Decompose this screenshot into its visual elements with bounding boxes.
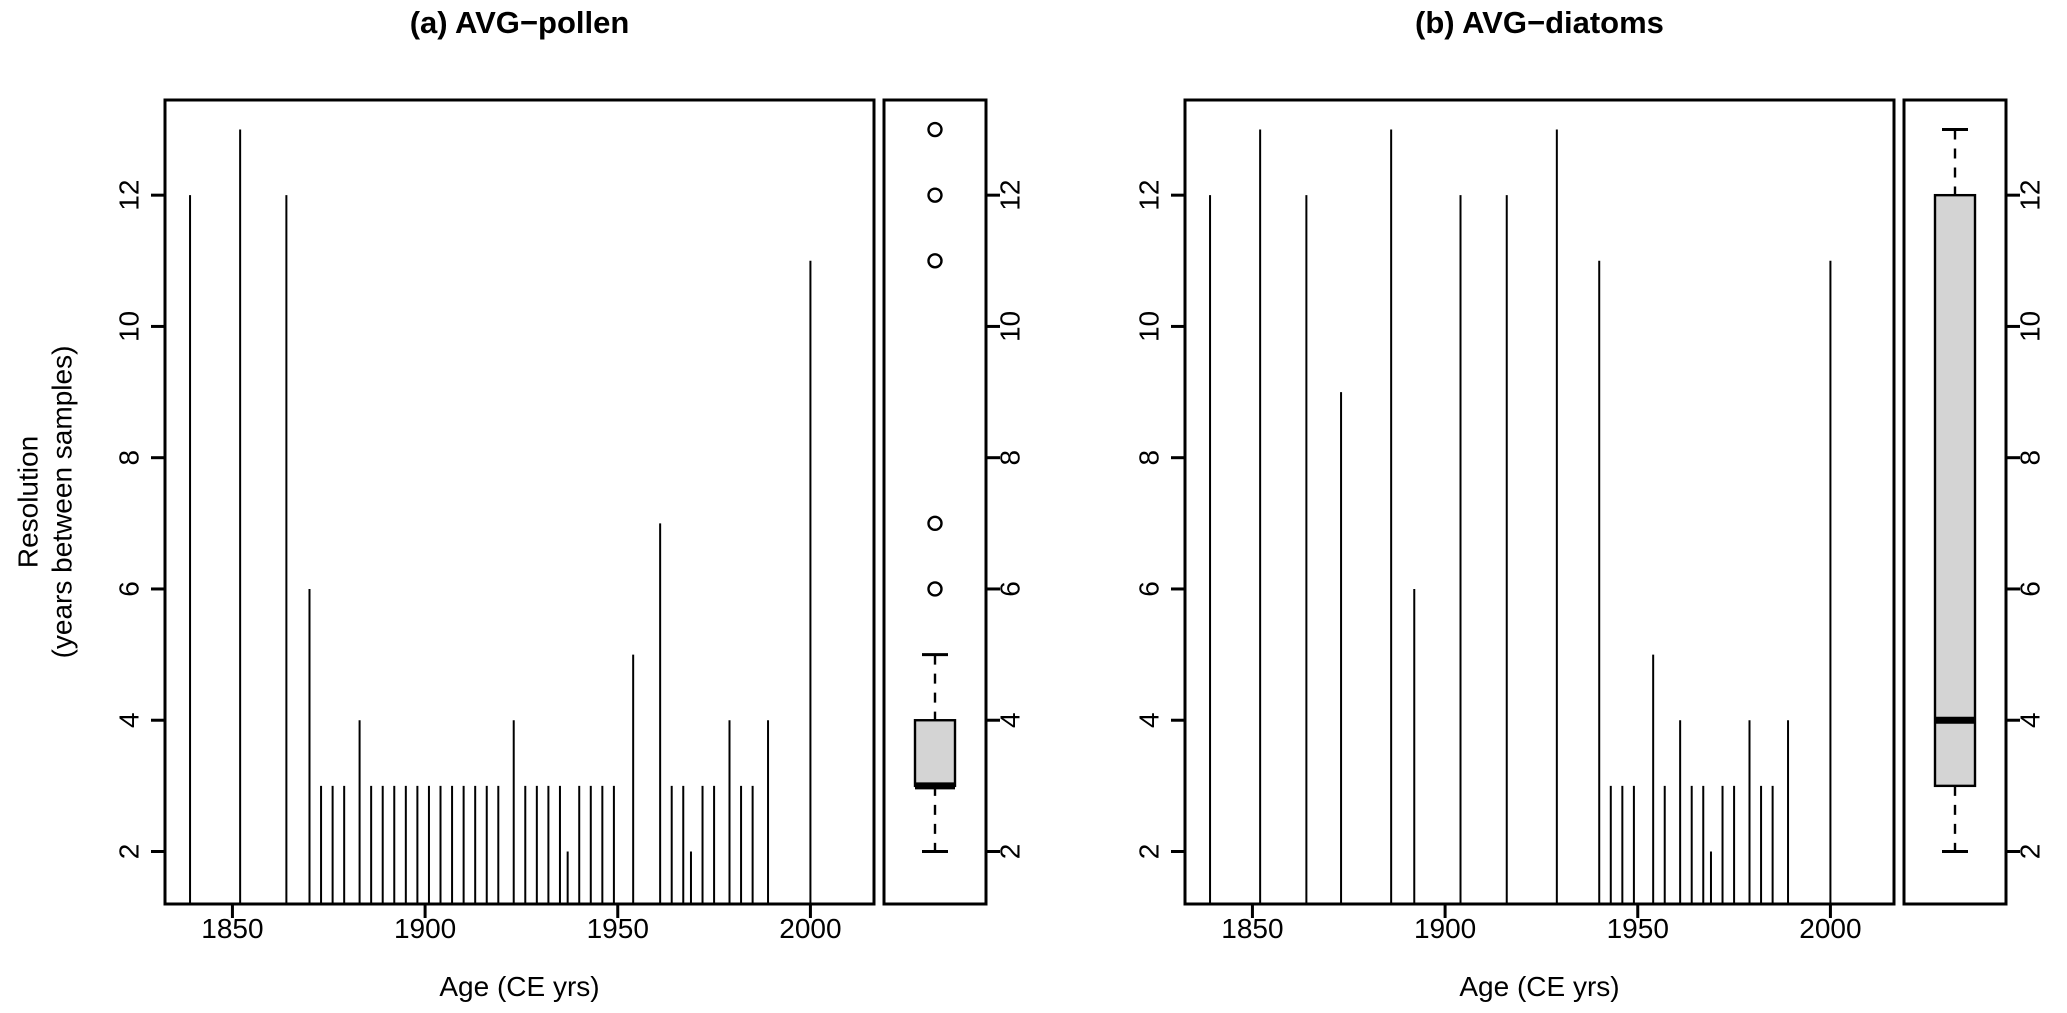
panel-a-boxplot-outlier [927, 253, 943, 269]
panel-a-frame [163, 98, 876, 906]
panel-a-y-tick-label: 4 [113, 712, 144, 728]
panel-b-strip-frame [1902, 98, 2008, 906]
panel-a-strip-tick-label: 4 [994, 712, 1025, 728]
panel-a-x-tick-label: 1850 [201, 913, 263, 944]
panel-b-strip-tick-label: 12 [2014, 180, 2045, 211]
panel-a-strip-tick-label: 6 [994, 581, 1025, 597]
panel-a-strip-tick-label: 2 [994, 844, 1025, 860]
panel-b-x-tick-label: 2000 [1799, 913, 1861, 944]
panel-a-boxplot-box [913, 719, 957, 788]
panel-a-x-axis-label: Age (CE yrs) [439, 971, 600, 1002]
panel-b-y-tick-label: 6 [1133, 581, 1164, 597]
panel-b-strip-tick-label: 2 [2014, 844, 2045, 860]
panel-b-frame [1183, 98, 1896, 906]
panels-group: 1850 1900 1950 2000 2 4 6 8 10 12 2 4 6 8 10 12 1850 1900… [113, 98, 2045, 944]
panel-a-strip-tick-label: 8 [994, 450, 1025, 466]
panel-a-x-tick-label: 1950 [587, 913, 649, 944]
panel-a-y-tick-label: 6 [113, 581, 144, 597]
panel-a-x-tick-label: 1900 [394, 913, 456, 944]
panel-b-title: (b) AVG−diatoms [1415, 5, 1664, 40]
panel-b-y-tick-label: 4 [1133, 712, 1164, 728]
panel-b-x-tick-label: 1950 [1607, 913, 1669, 944]
panel-a-y-tick-label: 8 [113, 450, 144, 466]
y-axis-label-line2: (years between samples) [46, 346, 77, 659]
panel-b-strip-tick-label: 10 [2014, 311, 2045, 342]
panel-b-x-axis-label: Age (CE yrs) [1459, 971, 1620, 1002]
panel-a-y-tick-label: 2 [113, 844, 144, 860]
panel-b-y-tick-label: 12 [1133, 180, 1164, 211]
panel-b-strip-tick-label: 4 [2014, 712, 2045, 728]
panel-a-y-tick-label: 10 [113, 311, 144, 342]
panel-b-strip-tick-label: 6 [2014, 581, 2045, 597]
panel-a-strip-frame [882, 98, 988, 906]
panel-b-x-tick-label: 1850 [1221, 913, 1283, 944]
panel-b-y-tick-label: 10 [1133, 311, 1164, 342]
panel-a-boxplot-outlier [927, 187, 943, 203]
panel-a-boxplot-outlier [927, 581, 943, 597]
y-axis-label-line1: Resolution [12, 436, 43, 568]
panel-a-strip-tick-label: 12 [994, 180, 1025, 211]
panel-b-y-tick-label: 8 [1133, 450, 1164, 466]
panel-a-boxplot-outlier [927, 121, 943, 138]
panel-a-y-tick-label: 12 [113, 180, 144, 211]
panel-a-boxplot-outlier [927, 515, 943, 532]
panel-a-strip-tick-label: 10 [994, 311, 1025, 342]
panel-b-boxplot-box [1933, 193, 1977, 788]
panel-a-x-tick-label: 2000 [779, 913, 841, 944]
panel-b-strip-tick-label: 8 [2014, 450, 2045, 466]
panel-a-title: (a) AVG−pollen [409, 5, 630, 40]
panel-b-y-tick-label: 2 [1133, 844, 1164, 860]
panel-b-x-tick-label: 1900 [1414, 913, 1476, 944]
